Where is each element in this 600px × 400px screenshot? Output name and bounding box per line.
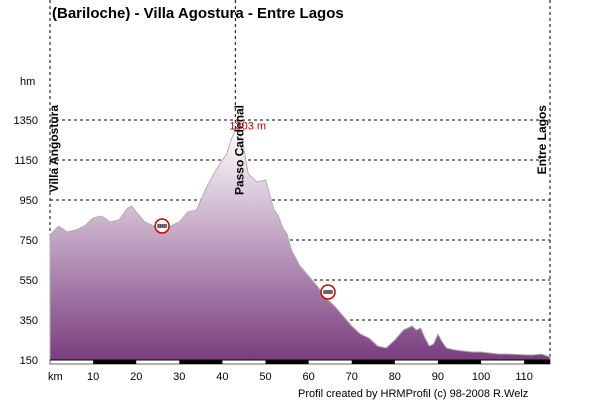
x-tick-50: 50 bbox=[259, 371, 271, 383]
y-tick-350: 350 bbox=[20, 315, 38, 327]
x-tick-90: 90 bbox=[432, 371, 444, 383]
y-tick-750: 750 bbox=[20, 235, 38, 247]
scale-segment-10 bbox=[93, 360, 137, 364]
x-tick-30: 30 bbox=[173, 371, 185, 383]
chart-title: (Bariloche) - Villa Agostura - Entre Lag… bbox=[52, 5, 344, 22]
place-label-2: Entre Lagos bbox=[535, 105, 549, 175]
x-tick-20: 20 bbox=[130, 371, 142, 383]
distance-scale-bar bbox=[49, 359, 551, 365]
x-tick-labels: 10 20 30 40 50 60 70 80 90 100 110 bbox=[87, 371, 533, 383]
y-tick-950: 950 bbox=[20, 195, 38, 207]
x-tick-10: 10 bbox=[87, 371, 99, 383]
scale-segment-70 bbox=[351, 360, 395, 364]
y-tick-1350: 1350 bbox=[14, 115, 38, 127]
x-tick-110: 110 bbox=[515, 371, 533, 383]
border-marker-icon-1 bbox=[320, 284, 336, 300]
place-labels: Villa Angostura Passo Cardenal Entre Lagos bbox=[47, 105, 549, 195]
scale-segment-30 bbox=[179, 360, 223, 364]
y-tick-550: 550 bbox=[20, 275, 38, 287]
x-tick-60: 60 bbox=[302, 371, 314, 383]
y-tick-1150: 1150 bbox=[14, 155, 38, 167]
markers bbox=[154, 218, 336, 300]
scale-segment-50 bbox=[265, 360, 309, 364]
x-tick-40: 40 bbox=[216, 371, 228, 383]
x-tick-100: 100 bbox=[472, 371, 490, 383]
credit-text: Profil created by HRMProfil (c) 98-2008 … bbox=[298, 388, 528, 400]
place-label-1: Passo Cardenal bbox=[232, 105, 246, 195]
scale-segment-110 bbox=[524, 360, 550, 364]
elevation-series-area bbox=[49, 128, 551, 361]
scale-segment-90 bbox=[437, 360, 482, 364]
x-axis-label: km bbox=[48, 371, 63, 383]
place-label-0: Villa Angostura bbox=[47, 105, 61, 193]
y-tick-150: 150 bbox=[20, 355, 38, 367]
x-tick-70: 70 bbox=[346, 371, 358, 383]
border-marker-icon-0 bbox=[154, 218, 170, 234]
x-tick-80: 80 bbox=[389, 371, 401, 383]
y-axis-label: hm bbox=[20, 76, 35, 88]
peak-elevation-label: 1303 m bbox=[229, 120, 266, 132]
elevation-area bbox=[49, 128, 551, 361]
y-tick-labels: 150 350 550 750 950 1150 1350 bbox=[14, 115, 38, 367]
